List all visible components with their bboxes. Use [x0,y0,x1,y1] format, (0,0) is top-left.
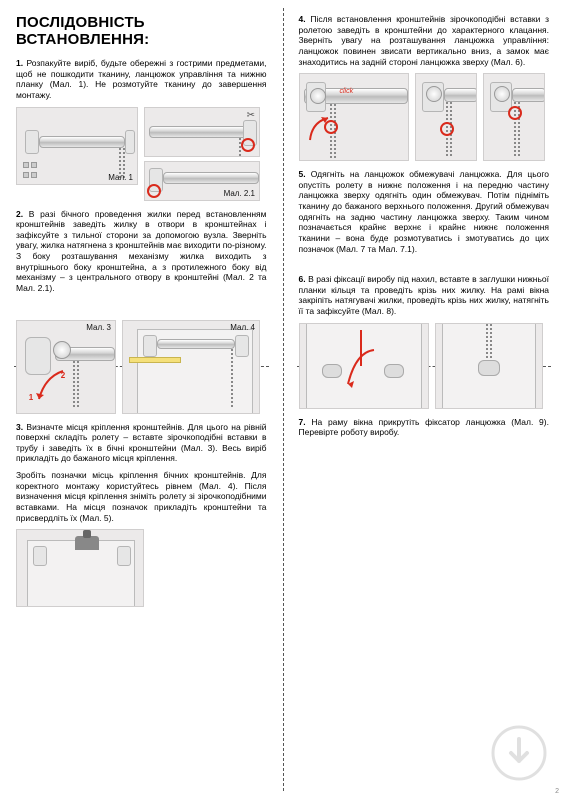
page: ПОСЛІДОВНІСТЬ ВСТАНОВЛЕННЯ: 1. Розпакуйт… [0,0,565,799]
step-2-body: В разі бічного проведення жилки перед вс… [16,209,267,293]
fig-row-2: 1 2 Мал. 3 Мал. 4 [16,320,267,414]
fig-6: click Мал. 6 [299,73,409,161]
step-1-body: Розпакуйте виріб, будьте обережні з гост… [16,58,267,100]
fig-9: Мал. 9 [435,323,543,409]
step-2-text: 2. В разі бічного проведення жилки перед… [16,209,267,294]
fig-3: 1 2 Мал. 3 [16,320,116,414]
step-4-text: 4. Після встановлення кронштейнів зірочк… [299,14,550,67]
step-3a-text: 3. Визначте місця кріплення кронштейнів.… [16,422,267,465]
fig-7-1: Мал. 7.1 [483,73,545,161]
fig-4-label: Мал. 4 [230,323,255,332]
step-7-text: 7. На раму вікна прикрутіть фіксатор лан… [299,417,550,438]
fig-2-1: Мал. 2.1 [144,161,260,201]
step-5-body: Одягніть на ланцюжок обмежувачі ланцюжка… [299,169,550,253]
step-4-body: Після встановлення кронштейнів зірочкопо… [299,14,550,67]
step-6-body: В разі фіксації виробу під нахил, вставт… [299,274,550,316]
step-3a-body: Визначте місця кріплення кронштейнів. Дл… [16,422,267,464]
fig-1: Мал. 1 [16,107,138,185]
watermark-icon [491,725,547,781]
page-number: 2 [555,788,559,795]
left-column: ПОСЛІДОВНІСТЬ ВСТАНОВЛЕННЯ: 1. Розпакуйт… [0,0,283,799]
page-title: ПОСЛІДОВНІСТЬ ВСТАНОВЛЕННЯ: [16,14,267,48]
fig-3-label: Мал. 3 [86,323,111,332]
fig-2: ✂ Мал. 2 [144,107,260,157]
fig-5: Мал. 5 [16,529,144,607]
step3-num1: 1 [25,393,37,405]
fig-row-1: Мал. 1 ✂ Мал. 2 Мал. 2.1 [16,107,267,201]
right-column: 4. Після встановлення кронштейнів зірочк… [283,0,565,799]
click-text: click [340,88,354,95]
step-7-body: На раму вікна прикрутіть фіксатор ланцюж… [299,417,549,438]
fig-8: Мал. 8 [299,323,429,409]
step3-num2: 2 [57,371,69,383]
fig-row-5: Мал. 8 Мал. 9 [299,323,550,409]
step-3b-body: Зробіть позначки місць кріплення бічних … [16,470,267,523]
fig-row-4: click Мал. 6 Мал. 7 Мал. 7.1 [299,73,550,161]
fig-2-1-label: Мал. 2.1 [224,189,255,198]
scissors-icon: ✂ [247,110,255,121]
fig-row-3: Мал. 5 [16,529,267,607]
fig-7: Мал. 7 [415,73,477,161]
fig-4: Мал. 4 [122,320,260,414]
fig-1-label: Мал. 1 [108,173,133,182]
step-1-text: 1. Розпакуйте виріб, будьте обережні з г… [16,58,267,101]
step-3b-text: Зробіть позначки місць кріплення бічних … [16,470,267,523]
step-6-text: 6. В разі фіксації виробу під нахил, вст… [299,274,550,317]
step-5-text: 5. Одягніть на ланцюжок обмежувачі ланцю… [299,169,550,254]
